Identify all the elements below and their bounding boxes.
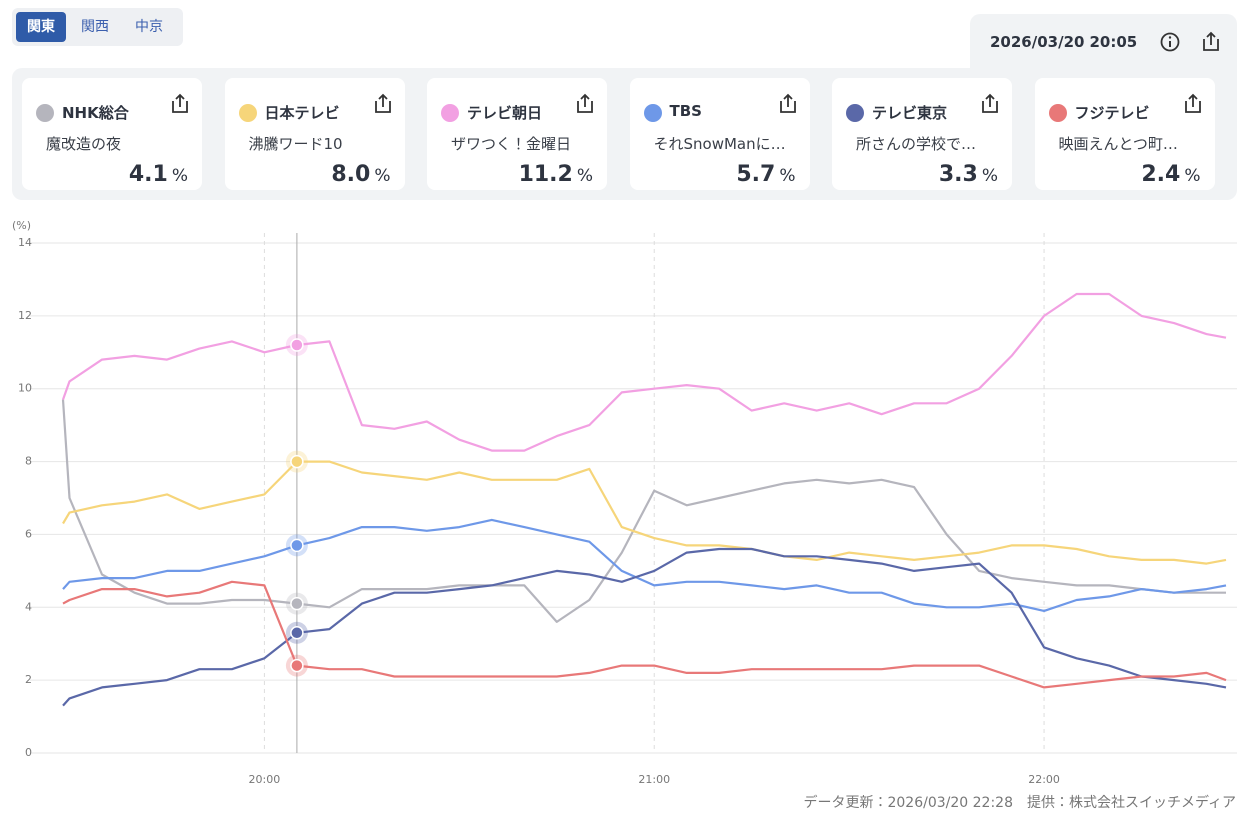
channel-name: 日本テレビ [264,104,340,122]
cursor-point [290,538,304,553]
info-icon[interactable] [1158,30,1182,54]
rating: 3.3% [939,162,998,187]
chart: (%) データ更新：2026/03/20 22:28 提供：株式会社スイッチメデ… [12,219,1237,811]
date: 2026/03/20 [990,33,1085,51]
rating: 8.0% [331,162,390,187]
y-tick-label: 10 [18,382,32,395]
series-line [62,547,1227,707]
rating-unit: % [1184,166,1201,186]
series-line [62,518,1227,612]
y-axis-label: (%) [12,219,31,232]
share-icon[interactable] [776,92,800,116]
channel-color [36,104,54,122]
y-tick-label: 14 [18,236,32,249]
channel-name: テレビ東京 [872,104,948,122]
share-icon[interactable] [1181,92,1205,116]
rating-cards: NHK総合 魔改造の夜 4.1% 日本テレビ 沸騰ワード10 8.0% テレビ朝日 ザワつく！… [12,68,1237,200]
rating-unit: % [981,166,998,186]
program-name: ザワつく！金曜日 [451,135,572,153]
rating-unit: % [576,166,593,186]
rating-card: テレビ東京所さんの学校で… 3.3% [832,78,1012,190]
rating-value: 11.2 [518,162,573,187]
rating-card: フジテレビ映画えんとつ町… 2.4% [1034,78,1215,190]
channel-color [441,104,459,122]
series-line [61,292,1227,452]
channel-color [1048,104,1067,122]
region-tab[interactable]: 関東 [16,12,66,42]
y-tick-label: 6 [25,527,32,540]
cursor-point [290,338,304,352]
rating: 4.1% [129,162,188,187]
y-tick-label: 12 [18,309,32,322]
timestamp-box: 2026/03/20 20:05 [970,14,1237,76]
share-icon[interactable] [168,92,192,116]
rating-value: 5.7 [736,162,776,187]
channel-color [238,104,257,122]
channel-color [846,104,864,122]
x-tick-label: 22:00 [1028,773,1060,786]
series-line [62,460,1227,565]
region-tab[interactable]: 中京 [135,19,163,35]
time: 20:05 [1089,33,1138,51]
channel-name: TBS [669,102,702,120]
series-line [62,580,1227,689]
y-tick-label: 2 [25,673,32,686]
rating-value: 4.1 [128,162,168,187]
rating-value: 3.3 [938,162,978,187]
x-tick-label: 21:00 [638,773,670,786]
rating-value: 8.0 [331,162,371,187]
y-tick-label: 8 [25,455,32,468]
share-icon[interactable] [371,92,395,116]
program-name: 映画えんとつ町… [1058,135,1178,153]
program-name: それSnowManに… [653,135,786,153]
channel-name: NHK総合 [62,104,129,122]
rating-card: TBS それSnowManに… 5.7% [629,78,810,190]
share-icon[interactable] [573,92,597,116]
rating-unit: % [374,166,391,186]
program-name: 所さんの学校で… [856,135,977,153]
y-tick-label: 0 [25,746,32,759]
cursor-point [290,626,304,640]
cursor-point [290,658,304,673]
rating-card: テレビ朝日ザワつく！金曜日 11.2% [427,78,607,190]
channel-name: フジテレビ [1074,104,1150,122]
region-tab[interactable]: 関西 [81,19,109,35]
cursor-point [290,454,304,469]
y-tick-label: 4 [25,600,32,613]
rating-card: NHK総合魔改造の夜 4.1% [22,78,202,190]
rating: 2.4% [1141,162,1200,187]
rating-unit: % [171,166,188,186]
footer: データ更新：2026/03/20 22:28 提供：株式会社スイッチメディア [803,794,1236,811]
rating-value: 2.4 [1141,162,1181,187]
x-tick-label: 20:00 [249,773,281,786]
program-name: 魔改造の夜 [46,135,122,153]
share-icon[interactable] [978,92,1002,116]
channel-name: テレビ朝日 [467,104,543,122]
rating: 11.2% [519,162,593,187]
share-icon[interactable] [1199,30,1223,54]
series-line [61,399,1226,623]
channel-color [643,104,662,122]
region-tabs: 関東 関西 中京 [12,8,183,46]
rating-card: 日本テレビ沸騰ワード10 8.0% [224,78,405,190]
program-name: 沸騰ワード10 [248,135,343,153]
rating: 5.7% [736,162,795,187]
rating-unit: % [779,166,796,186]
cursor-point [290,596,304,611]
